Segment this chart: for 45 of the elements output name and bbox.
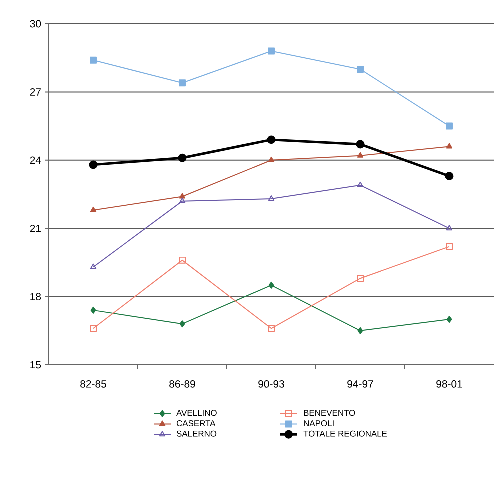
point [358,327,364,334]
x-tick-label: 86-89 [170,380,196,388]
point [179,80,186,87]
x-tick-label: 82-85 [80,380,106,388]
x-tick-label: 98-01 [436,380,462,388]
point [178,154,187,162]
point [268,48,275,55]
point [268,325,275,332]
point [179,256,186,264]
legend-label: BENEVENTO [304,410,356,416]
point [90,325,97,332]
y-tick-label: 30 [30,20,42,28]
point [357,182,364,188]
y-tick-label: 18 [30,293,42,301]
point [90,206,97,212]
point [90,56,97,64]
legend-label: NAPOLI [304,420,334,426]
point [180,320,186,328]
point [89,160,98,170]
point [179,198,186,204]
y-tick-label: 15 [30,361,42,369]
point [90,306,96,314]
y-tick-label: 27 [30,88,41,96]
point [357,152,364,158]
legend-label: TOTALE REGIONALE [304,430,388,437]
y-tick-label: 24 [30,156,42,164]
y-tick-label: 21 [30,224,41,232]
legend-label: AVELLINO [176,410,217,416]
point [357,66,364,73]
point [446,316,452,324]
point [356,140,365,149]
point [446,122,453,130]
point [445,172,454,181]
point [357,275,364,282]
point [446,243,453,250]
legend-label: SALERNO [176,430,217,437]
point [267,136,276,144]
legend-label: CASERTA [176,420,216,426]
point [268,196,275,202]
x-tick-label: 94-97 [348,380,374,388]
point [268,282,274,289]
point [268,156,275,162]
x-tick-label: 90-93 [258,380,284,388]
point [179,193,186,199]
point [446,143,453,149]
